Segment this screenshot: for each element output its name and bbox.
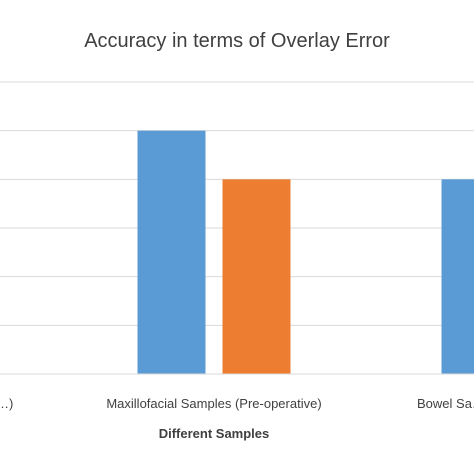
bar-series-0-cat-2 (441, 179, 474, 374)
x-tick-label-0: …) (0, 396, 13, 411)
bar-series-1-cat-1 (222, 179, 291, 374)
chart-title: Accuracy in terms of Overlay Error (84, 30, 390, 52)
x-tick-label-1: Maxillofacial Samples (Pre-operative) (106, 396, 321, 411)
bars (137, 130, 474, 374)
x-tick-label-2: Bowel Sa… (417, 396, 474, 411)
x-axis-title: Different Samples (159, 426, 270, 441)
bar-series-0-cat-1 (137, 130, 206, 374)
